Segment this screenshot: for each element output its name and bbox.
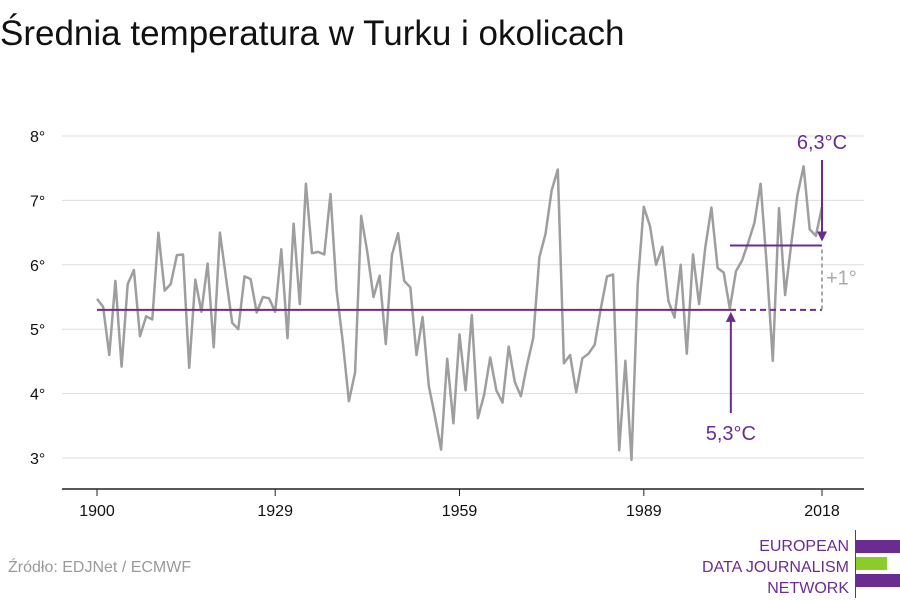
recent-arrow-head bbox=[817, 231, 827, 242]
y-tick-label-8: 8° bbox=[30, 129, 45, 146]
logo-line-3: NETWORK bbox=[767, 580, 849, 597]
x-axis: 1900 1929 1959 1989 2018 bbox=[62, 488, 864, 520]
temperature-series-line bbox=[96, 165, 824, 462]
logo-line-2: DATA JOURNALISM bbox=[702, 559, 849, 576]
x-tick-label-1900: 1900 bbox=[79, 503, 115, 520]
source-note: Źródło: EDJNet / ECMWF bbox=[8, 559, 192, 576]
logo-line-1: EUROPEAN bbox=[759, 538, 849, 555]
x-tick-label-1929: 1929 bbox=[257, 503, 293, 520]
difference-label: +1° bbox=[826, 268, 857, 290]
baseline-arrow-head bbox=[725, 311, 736, 322]
gridlines bbox=[62, 135, 864, 459]
x-tick-label-1959: 1959 bbox=[442, 503, 478, 520]
logo-text: EUROPEAN DATA JOURNALISM NETWORK bbox=[702, 530, 856, 598]
y-tick-label-7: 7° bbox=[30, 193, 45, 210]
x-tick-label-1989: 1989 bbox=[626, 503, 662, 520]
annotations: +1° 5,3°C 6,3°C bbox=[97, 132, 857, 445]
logo-bar-3 bbox=[856, 574, 900, 587]
y-tick-label-5: 5° bbox=[30, 322, 45, 339]
y-tick-label-4: 4° bbox=[30, 387, 45, 404]
baseline-value-label: 5,3°C bbox=[706, 423, 756, 445]
y-axis-ticks: 3° 4° 5° 6° 7° 8° bbox=[30, 129, 45, 468]
y-tick-label-3: 3° bbox=[30, 451, 45, 468]
logo-bar-1 bbox=[856, 540, 900, 553]
x-tick-label-2018: 2018 bbox=[804, 503, 840, 520]
recent-value-label: 6,3°C bbox=[797, 132, 847, 154]
logo-bar-2 bbox=[856, 557, 887, 570]
edjnet-logo: EUROPEAN DATA JOURNALISM NETWORK bbox=[702, 530, 900, 598]
logo-bars bbox=[856, 530, 900, 598]
y-tick-label-6: 6° bbox=[30, 258, 45, 275]
chart-title: Średnia temperatura w Turku i okolicach bbox=[0, 14, 625, 53]
series-line-group bbox=[96, 165, 824, 462]
